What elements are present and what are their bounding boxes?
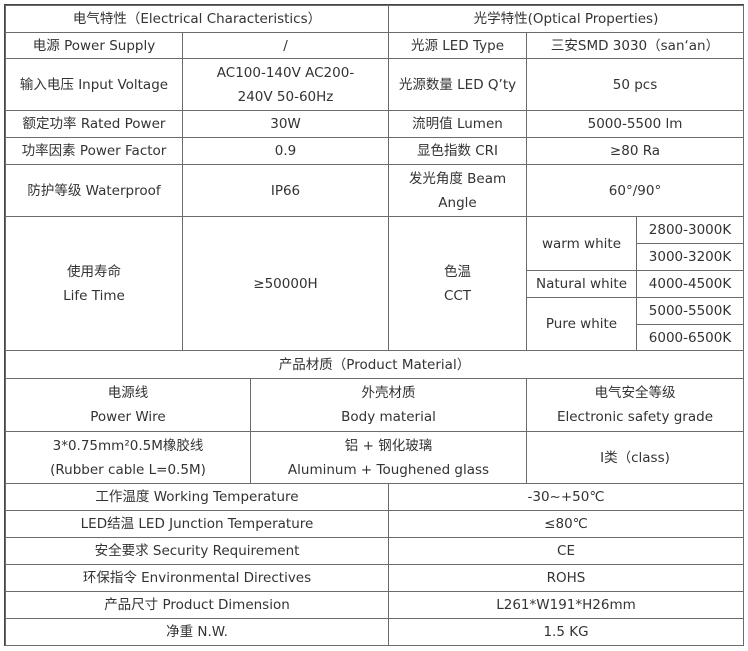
material-header: 产品材质（Product Material） (5, 350, 744, 379)
material-value: 3*0.75mm²0.5M橡胶线 (Rubber cable L=0.5M) (5, 431, 251, 484)
optical-label: 光源 LED Type (388, 32, 527, 59)
optical-value: 50 pcs (526, 58, 744, 111)
electrical-label: 使用寿命 Life Time (5, 216, 183, 351)
other-label: 产品尺寸 Product Dimension (5, 591, 389, 619)
optical-label: 流明值 Lumen (388, 110, 527, 138)
cct-value: 3000-3200K (636, 243, 744, 271)
other-value: 1.5 KG (388, 618, 744, 646)
material-value: I类（class) (526, 431, 744, 484)
electrical-value: / (182, 32, 389, 59)
other-label: 工作温度 Working Temperature (5, 483, 389, 511)
cct-value: 5000-5500K (636, 297, 744, 325)
optical-header: 光学特性(Optical Properties) (388, 5, 744, 33)
material-value: 铝 + 钢化玻璃 Aluminum + Toughened glass (250, 431, 527, 484)
material-column-header: 电气安全等级 Electronic safety grade (526, 378, 744, 432)
electrical-label: 防护等级 Waterproof (5, 164, 183, 217)
cct-value: 4000-4500K (636, 270, 744, 298)
cct-value: 2800-3000K (636, 216, 744, 244)
material-column-header: 电源线 Power Wire (5, 378, 251, 432)
cct-group: Pure white (526, 297, 637, 351)
cct-value: 6000-6500K (636, 324, 744, 351)
cct-group: warm white (526, 216, 637, 271)
other-label: LED结温 LED Junction Temperature (5, 510, 389, 538)
optical-value: 60°/90° (526, 164, 744, 217)
electrical-value: ≥50000H (182, 216, 389, 351)
optical-label: 显色指数 CRI (388, 137, 527, 165)
other-value: ≤80℃ (388, 510, 744, 538)
electrical-value: 30W (182, 110, 389, 138)
optical-value: 5000-5500 lm (526, 110, 744, 138)
electrical-value: AC100-140V AC200- 240V 50-60Hz (182, 58, 389, 111)
other-value: L261*W191*H26mm (388, 591, 744, 619)
electrical-label: 电源 Power Supply (5, 32, 183, 59)
optical-label: 发光角度 Beam Angle (388, 164, 527, 217)
other-value: -30~+50℃ (388, 483, 744, 511)
cct-label: 色温 CCT (388, 216, 527, 351)
optical-value: 三安SMD 3030（san‘an） (526, 32, 744, 59)
other-label: 安全要求 Security Requirement (5, 537, 389, 565)
other-value: CE (388, 537, 744, 565)
electrical-value: IP66 (182, 164, 389, 217)
optical-label: 光源数量 LED Q’ty (388, 58, 527, 111)
other-label: 净重 N.W. (5, 618, 389, 646)
other-label: 环保指令 Environmental Directives (5, 564, 389, 592)
electrical-label: 额定功率 Rated Power (5, 110, 183, 138)
other-value: ROHS (388, 564, 744, 592)
electrical-label: 功率因素 Power Factor (5, 137, 183, 165)
optical-value: ≥80 Ra (526, 137, 744, 165)
electrical-header: 电气特性（Electrical Characteristics） (5, 5, 389, 33)
electrical-label: 输入电压 Input Voltage (5, 58, 183, 111)
material-column-header: 外壳材质 Body material (250, 378, 527, 432)
cct-group: Natural white (526, 270, 637, 298)
electrical-value: 0.9 (182, 137, 389, 165)
